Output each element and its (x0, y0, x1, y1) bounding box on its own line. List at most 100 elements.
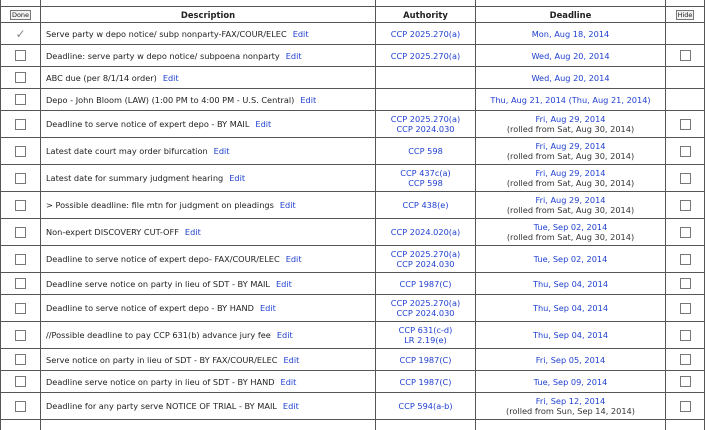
edit-link[interactable]: Edit (259, 303, 276, 313)
edit-link[interactable]: Edit (280, 376, 297, 387)
done-checkbox[interactable] (15, 253, 26, 265)
deadline-cell: Fri, Aug 29, 2014 (rolled from Sat, Aug 3… (475, 110, 666, 138)
hide-checkbox[interactable] (679, 376, 691, 387)
edit-link[interactable]: Edit (213, 146, 230, 156)
hide-checkbox[interactable] (679, 118, 691, 130)
hide-cell (665, 66, 705, 89)
done-checkbox[interactable] (15, 400, 26, 412)
hide-cell (665, 218, 705, 246)
deadline-cell: Wed, Aug 20, 2014 (475, 66, 666, 89)
authority-cell: CCP 1987(C) (375, 370, 476, 393)
edit-link[interactable]: Edit (282, 401, 299, 411)
hide-cell (665, 137, 705, 165)
done-cell (0, 191, 41, 219)
done-checkbox[interactable] (15, 329, 26, 341)
row: > Possible deadline: file mtn for judgme… (0, 191, 705, 219)
row: Deadline for any party serve NOTICE OF T… (0, 392, 705, 420)
authority-header: Authority (375, 6, 476, 23)
edit-link[interactable]: Edit (275, 278, 292, 289)
authority: LR 2.19(e) (404, 335, 447, 345)
row: Latest date for summary judgment hearing… (0, 164, 705, 192)
authority-cell: CCP 437c(a) CCP 598 (375, 164, 476, 192)
done-checkbox[interactable] (15, 118, 26, 130)
done-checkbox[interactable] (15, 302, 26, 314)
hide-checkbox[interactable] (679, 400, 691, 412)
description-cell: Latest date for summary judgment hearing… (40, 164, 376, 192)
edit-link[interactable]: Edit (300, 94, 317, 105)
edit-link[interactable]: Edit (184, 227, 201, 237)
hide-checkbox[interactable] (679, 226, 691, 238)
done-cell (0, 348, 41, 371)
description: //Possible deadline to pay CCP 631(b) ad… (46, 330, 271, 340)
hide-checkbox[interactable] (679, 145, 691, 157)
deadline-date: Thu, Sep 04, 2014 (532, 278, 609, 289)
hide-checkbox[interactable] (679, 329, 691, 341)
description: Deadline to serve notice of expert depo-… (46, 254, 280, 264)
deadline-cell: Mon, Aug 18, 2014 (475, 22, 666, 45)
hide-checkbox[interactable] (679, 50, 691, 61)
done-checkbox[interactable] (15, 354, 26, 365)
edit-link[interactable]: Edit (255, 119, 272, 129)
edit-link[interactable]: Edit (279, 200, 296, 210)
done-checkbox[interactable] (15, 72, 26, 83)
authority: CCP 438(e) (402, 200, 449, 210)
deadline-cell: Tue, Sep 02, 2014 (rolled from Sat, Aug 3… (475, 218, 666, 246)
rolled-from: (rolled from Sat, Aug 30, 2014) (506, 232, 635, 242)
rolled-from: (rolled from Sat, Aug 30, 2014) (506, 178, 635, 188)
done-cell (0, 370, 41, 393)
hide-cell (665, 370, 705, 393)
authority: CCP 1987(C) (399, 278, 452, 289)
cell (475, 419, 666, 430)
hide-cell (665, 191, 705, 219)
authority-cell: CCP 2025.270(a) CCP 2024.030 (375, 245, 476, 273)
done-cell (0, 88, 41, 111)
description-cell: Deadline to serve notice of expert depo … (40, 294, 376, 322)
edit-link[interactable]: Edit (285, 50, 302, 61)
authority: CCP 437c(a) (400, 168, 451, 178)
done-header[interactable]: Done (9, 10, 32, 20)
hide-checkbox[interactable] (679, 253, 691, 265)
done-cell: ✓ (0, 22, 41, 45)
edit-link[interactable]: Edit (276, 330, 293, 340)
description-cell: //Possible deadline to pay CCP 631(b) ad… (40, 321, 376, 349)
hide-checkbox[interactable] (679, 172, 691, 184)
edit-link[interactable]: Edit (292, 28, 309, 39)
authority-cell (375, 66, 476, 89)
deadline-cell: Wed, Aug 20, 2014 (475, 44, 666, 67)
done-cell (0, 294, 41, 322)
hide-checkbox[interactable] (679, 278, 691, 289)
hide-checkbox[interactable] (679, 354, 691, 365)
done-checkbox[interactable] (15, 376, 26, 387)
hide-cell (665, 88, 705, 111)
edit-link[interactable]: Edit (162, 72, 179, 83)
hide-cell (665, 164, 705, 192)
done-checkbox[interactable] (15, 278, 26, 289)
authority: CCP 2025.270(a) (390, 249, 461, 259)
authority: CCP 2025.270(a) (390, 114, 461, 124)
description-cell: ABC due (per 8/1/14 order) Edit (40, 66, 376, 89)
edit-link[interactable]: Edit (283, 354, 300, 365)
authority: CCP 2025.270(a) (390, 298, 461, 308)
hide-cell (665, 272, 705, 295)
row: Latest date court may order bifurcation E… (0, 137, 705, 165)
done-checkbox[interactable] (15, 50, 26, 61)
hide-cell (665, 245, 705, 273)
done-checkbox[interactable] (15, 199, 26, 211)
hide-checkbox[interactable] (679, 199, 691, 211)
authority: CCP 1987(C) (399, 376, 452, 387)
done-checkbox[interactable] (15, 145, 26, 157)
deadline-date: Tue, Sep 02, 2014 (533, 254, 608, 264)
rolled-from: (rolled from Sat, Aug 30, 2014) (506, 205, 635, 215)
description: Deadline to serve notice of expert depo … (46, 119, 250, 129)
done-checkbox[interactable] (15, 226, 26, 238)
edit-link[interactable]: Edit (285, 254, 302, 264)
deadline-header: Deadline (475, 6, 666, 23)
deadline-cell: Thu, Sep 04, 2014 (475, 321, 666, 349)
done-checkbox[interactable] (15, 172, 26, 184)
hide-header[interactable]: Hide (675, 10, 695, 20)
edit-link[interactable]: Edit (229, 173, 246, 183)
hide-checkbox[interactable] (679, 302, 691, 314)
done-checkbox[interactable] (15, 94, 26, 105)
